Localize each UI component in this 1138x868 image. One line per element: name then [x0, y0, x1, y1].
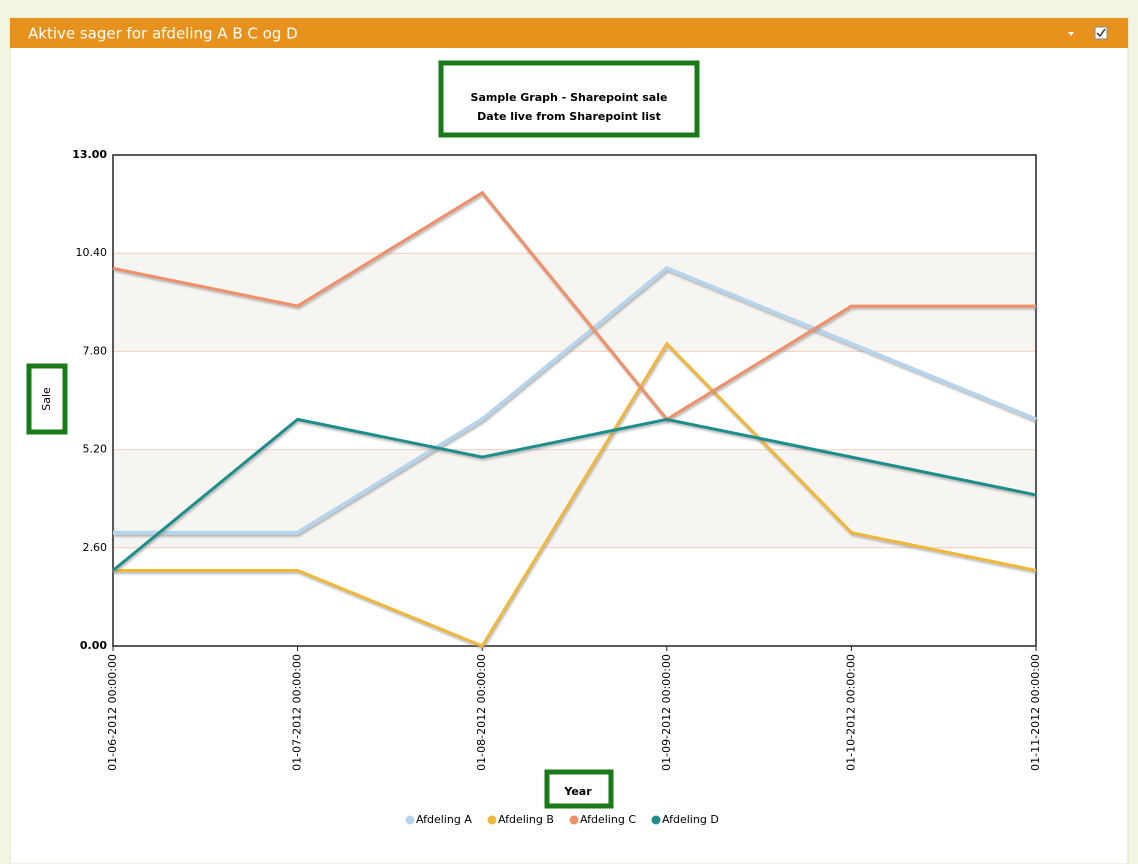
grid-band — [113, 253, 1036, 352]
legend-marker — [405, 815, 415, 825]
legend-label: Afdeling A — [416, 813, 472, 826]
highlight-box — [438, 60, 700, 138]
y-tick-label: 10.40 — [76, 246, 108, 259]
series-line — [113, 341, 1037, 648]
highlight-box — [544, 769, 614, 809]
dropdown-arrow[interactable] — [1068, 32, 1074, 36]
series-line — [112, 417, 1037, 572]
y-tick-label: 0.00 — [80, 639, 107, 652]
legend-label: Afdeling B — [498, 813, 554, 826]
legend-marker — [487, 815, 497, 825]
x-tick-label: 01-08-2012 00:00:00 — [475, 654, 488, 771]
x-tick-label: 01-11-2012 00:00:00 — [1029, 654, 1042, 771]
header-bar — [10, 18, 1128, 48]
series-line — [113, 266, 1037, 535]
x-tick-label: 01-07-2012 00:00:00 — [291, 654, 304, 771]
legend-label: Afdeling C — [580, 813, 636, 826]
x-tick-label: 01-09-2012 00:00:00 — [660, 654, 673, 771]
panel — [9, 17, 1129, 865]
legend-marker — [569, 815, 579, 825]
x-tick-label: 01-10-2012 00:00:00 — [844, 654, 857, 771]
chart-title: Sample Graph - Sharepoint sale — [471, 91, 668, 104]
y-tick-label: 2.60 — [83, 541, 108, 554]
highlight-box — [26, 363, 68, 435]
legend-marker — [651, 815, 661, 825]
series-line — [112, 190, 1036, 422]
y-tick-label: 7.80 — [83, 344, 108, 357]
chart-subtitle: Date live from Sharepoint list — [477, 110, 661, 123]
checkbox[interactable] — [1094, 26, 1108, 40]
y-tick-label: 5.20 — [83, 443, 108, 456]
legend-label: Afdeling D — [662, 813, 719, 826]
plot-border — [112, 154, 1037, 647]
x-axis-label: Year — [563, 785, 592, 798]
header-title: Aktive sager for afdeling A B C og D — [28, 25, 298, 43]
y-axis-label: Sale — [40, 387, 53, 411]
x-tick-label: 01-06-2012 00:00:00 — [106, 654, 119, 771]
y-tick-label: 13.00 — [72, 148, 107, 161]
check-mark — [1096, 28, 1106, 38]
